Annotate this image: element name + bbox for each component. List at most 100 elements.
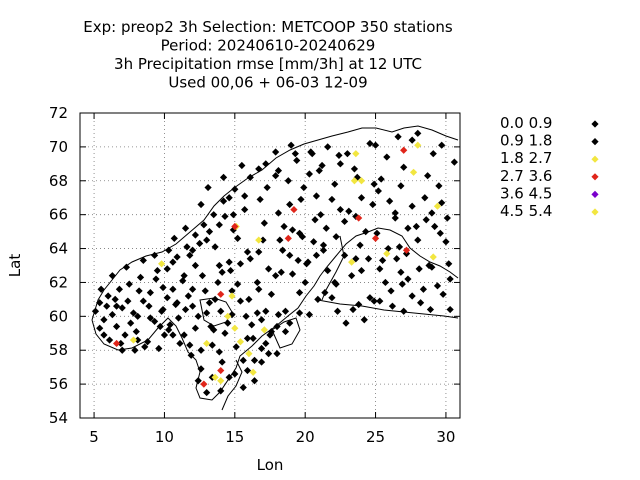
y-tick-label: 56 xyxy=(49,375,68,393)
data-point xyxy=(257,344,266,353)
data-point xyxy=(387,287,395,295)
data-point xyxy=(377,175,385,183)
data-point xyxy=(383,250,391,258)
data-point xyxy=(414,129,422,137)
data-point xyxy=(312,251,321,259)
data-point xyxy=(314,295,322,303)
data-point xyxy=(376,297,384,305)
data-point xyxy=(188,285,197,293)
data-point xyxy=(250,356,259,364)
data-point xyxy=(273,322,281,331)
data-point xyxy=(203,388,211,397)
data-point xyxy=(217,290,225,298)
data-point xyxy=(356,241,364,249)
data-point xyxy=(257,316,266,324)
data-point xyxy=(328,294,336,302)
data-point xyxy=(97,285,105,293)
data-point xyxy=(210,326,218,334)
data-point xyxy=(129,309,138,317)
data-point xyxy=(217,366,225,375)
data-point xyxy=(274,311,283,319)
data-point xyxy=(436,229,444,237)
data-point xyxy=(288,270,297,278)
data-point xyxy=(260,326,268,334)
data-point xyxy=(366,294,374,302)
data-point xyxy=(152,275,160,283)
data-point xyxy=(266,331,274,339)
data-point xyxy=(259,236,267,244)
data-point xyxy=(315,167,323,175)
data-point xyxy=(255,285,263,293)
data-point xyxy=(243,248,252,256)
data-point xyxy=(231,324,239,332)
data-point xyxy=(374,187,382,195)
data-point xyxy=(393,255,401,263)
data-point xyxy=(105,336,114,344)
data-point xyxy=(139,297,147,305)
data-point xyxy=(169,331,177,339)
data-point xyxy=(317,211,325,219)
title-line: Period: 20240610-20240629 xyxy=(161,37,376,55)
data-point xyxy=(264,350,273,358)
data-point xyxy=(125,280,133,288)
data-point xyxy=(257,358,266,366)
data-point xyxy=(180,331,188,339)
data-point xyxy=(234,234,242,242)
data-point xyxy=(184,292,192,300)
data-point xyxy=(331,278,339,287)
data-point xyxy=(295,309,304,317)
data-point xyxy=(179,277,187,285)
data-point xyxy=(445,260,453,268)
data-point xyxy=(155,344,163,353)
data-point xyxy=(333,307,342,315)
data-point xyxy=(404,224,412,232)
data-point xyxy=(409,168,418,176)
data-point xyxy=(129,336,138,344)
data-point xyxy=(91,307,100,315)
legend-entry-marker xyxy=(591,155,599,163)
data-point xyxy=(424,172,432,180)
data-point xyxy=(108,272,116,280)
legend-entry-label: 3.6 4.5 xyxy=(500,184,552,202)
data-point xyxy=(352,255,360,263)
x-axis-label: Lon xyxy=(257,456,284,474)
data-point xyxy=(197,346,205,354)
data-point xyxy=(104,292,112,300)
data-point xyxy=(404,275,412,283)
title-line: 3h Precipitation rmse [mm/3h] at 12 UTC xyxy=(114,55,422,73)
legend-entry-label: 4.5 5.4 xyxy=(500,202,552,220)
data-point xyxy=(332,233,340,241)
data-point xyxy=(121,331,129,339)
data-point xyxy=(194,312,202,320)
data-point xyxy=(366,139,374,148)
data-point xyxy=(219,173,228,181)
data-point xyxy=(225,194,233,202)
data-point xyxy=(293,156,301,165)
data-point xyxy=(286,319,294,327)
data-point xyxy=(370,180,378,188)
data-point xyxy=(187,351,195,359)
data-point xyxy=(319,246,328,254)
data-point xyxy=(215,348,223,356)
data-point xyxy=(357,177,366,185)
data-point xyxy=(236,260,245,268)
data-point xyxy=(279,246,287,254)
data-point xyxy=(295,229,304,237)
data-point xyxy=(450,158,458,166)
data-point xyxy=(174,314,183,322)
data-point xyxy=(262,160,270,168)
data-point xyxy=(208,341,216,349)
data-point xyxy=(241,192,249,200)
data-point xyxy=(245,295,253,303)
data-point xyxy=(429,253,437,261)
data-point xyxy=(112,322,121,331)
data-point xyxy=(243,334,252,342)
data-point xyxy=(112,302,121,310)
data-point xyxy=(324,266,332,275)
data-point xyxy=(205,228,214,236)
data-point xyxy=(408,136,416,144)
data-point xyxy=(312,192,321,200)
data-point xyxy=(274,167,283,175)
data-point xyxy=(364,255,373,263)
data-point xyxy=(188,246,197,254)
